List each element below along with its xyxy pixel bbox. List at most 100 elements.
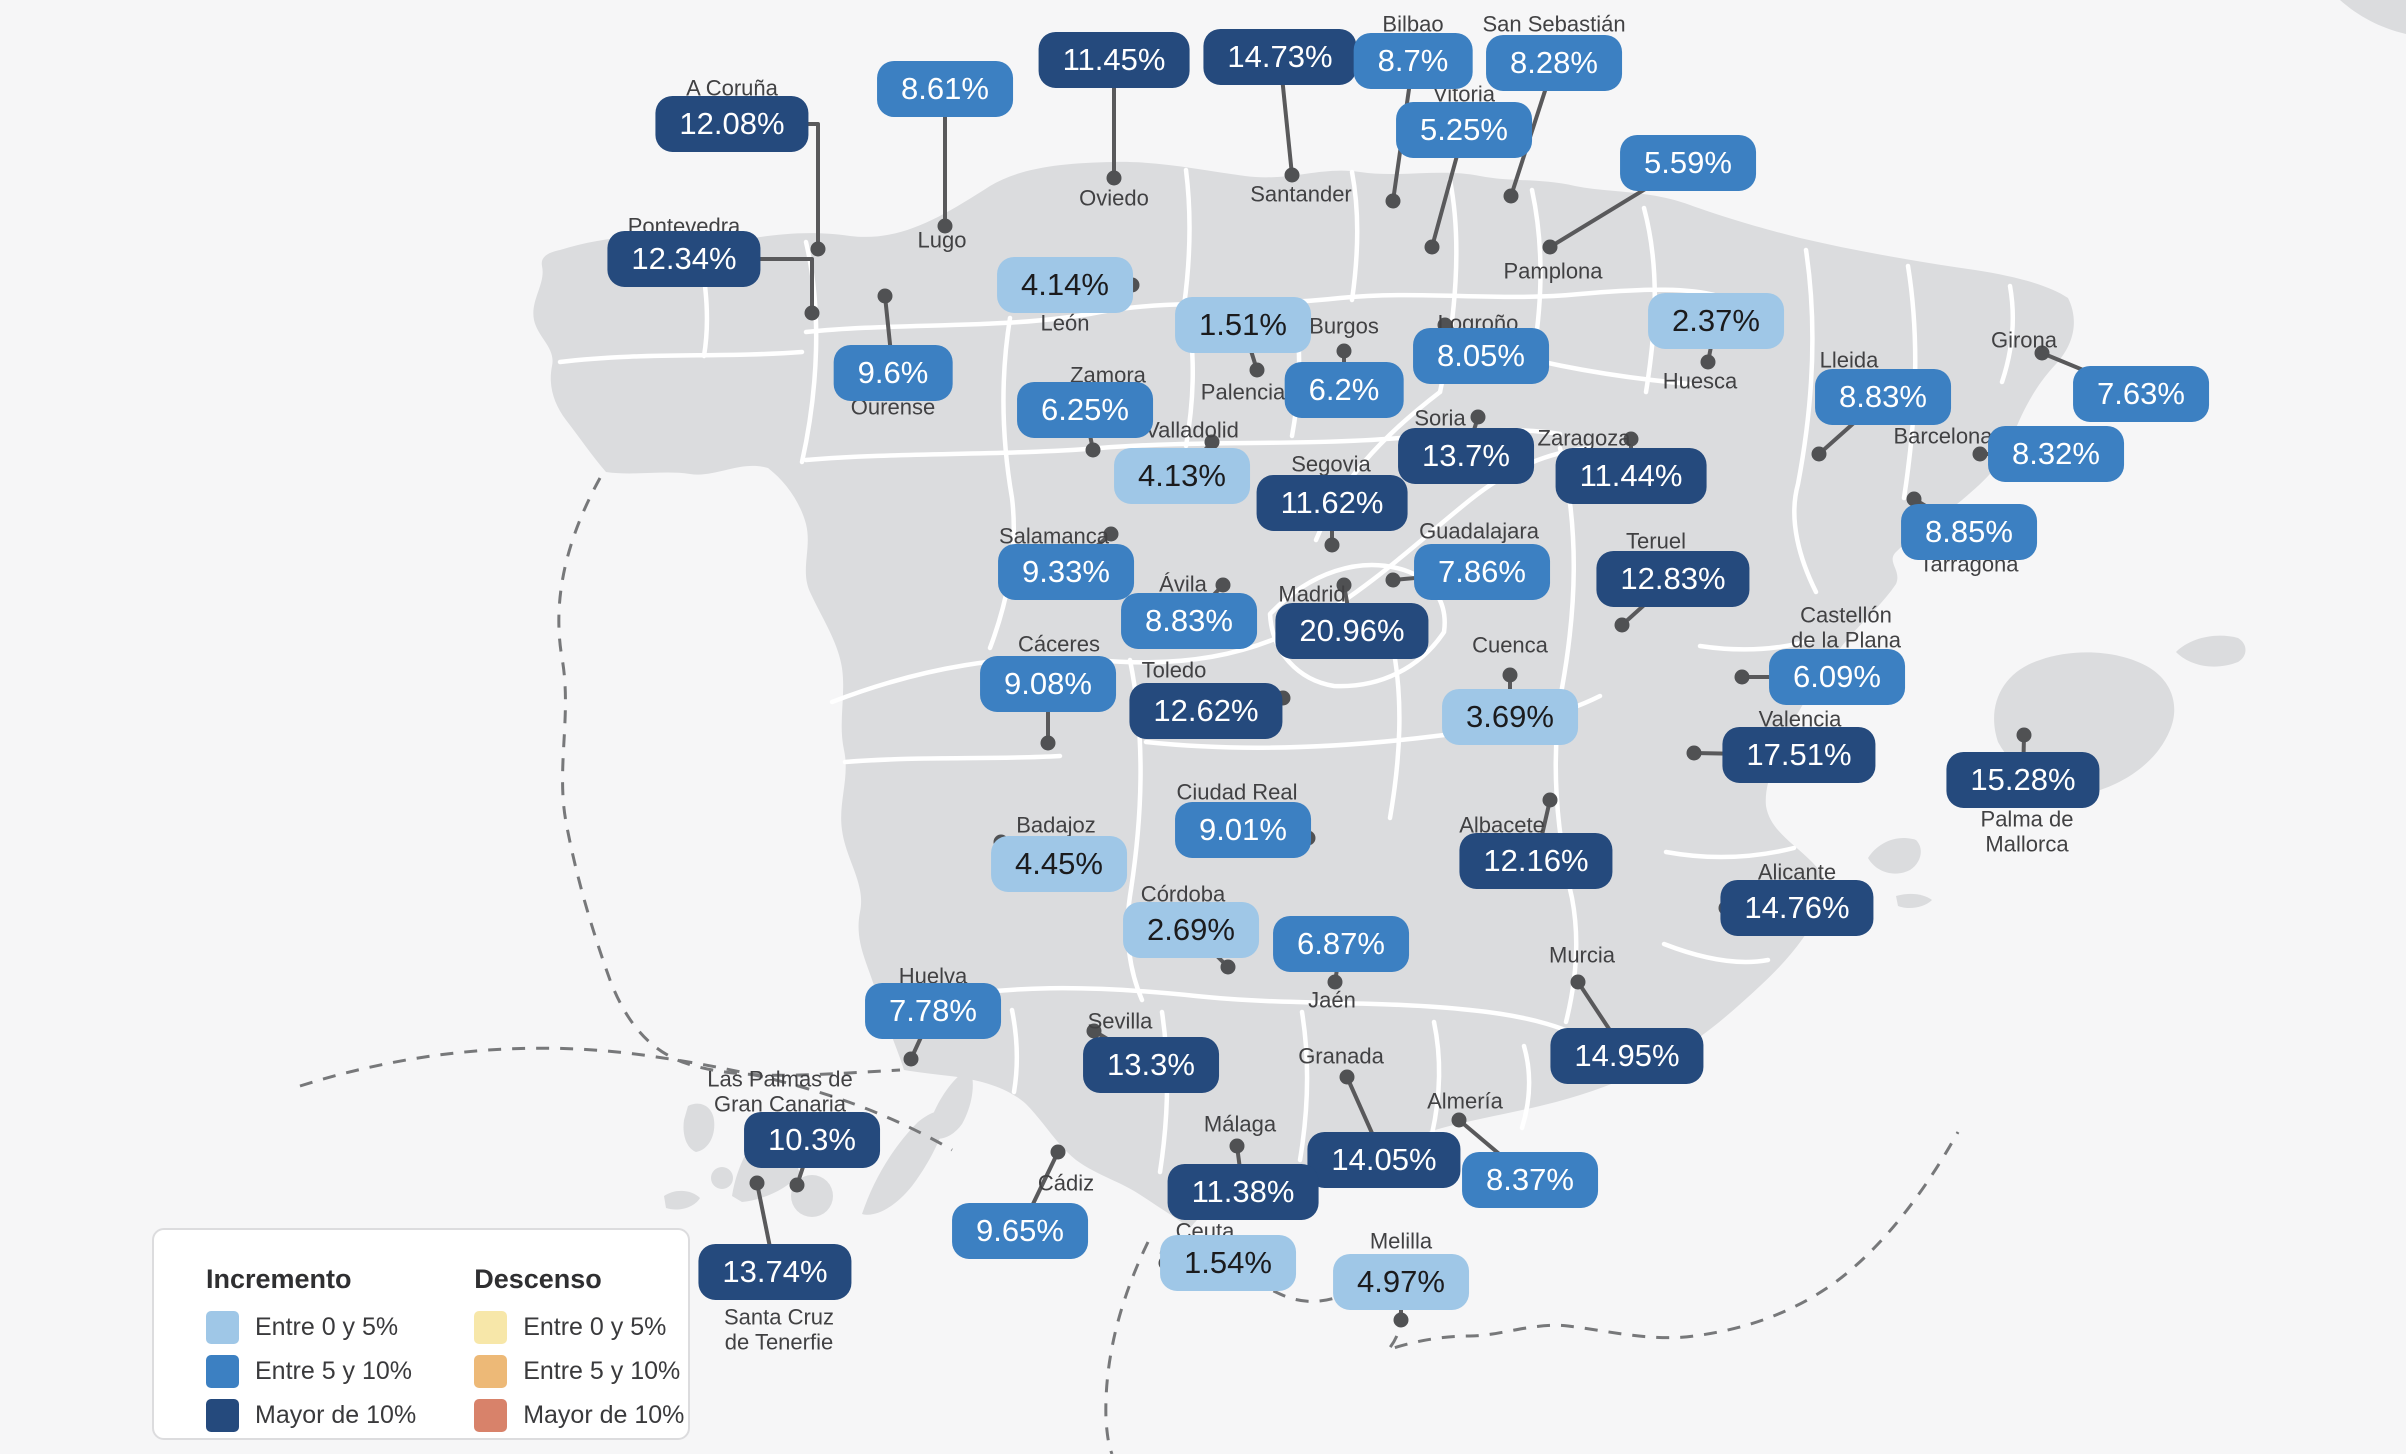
city-label: Almería bbox=[1427, 1088, 1503, 1114]
map-dot bbox=[1284, 167, 1300, 183]
legend-swatch bbox=[206, 1399, 239, 1432]
map-dot bbox=[1811, 446, 1827, 462]
legend-item: Entre 5 y 10% bbox=[206, 1355, 416, 1388]
value-badge: 15.28% bbox=[1946, 751, 2100, 809]
legend-item: Mayor de 10% bbox=[474, 1399, 684, 1432]
map-dot bbox=[937, 218, 953, 234]
city-label: Cádiz bbox=[1037, 1170, 1095, 1196]
map-dot bbox=[1502, 667, 1518, 683]
city-label: Málaga bbox=[1203, 1111, 1277, 1137]
map-dot bbox=[2034, 345, 2050, 361]
map-dot bbox=[1906, 491, 1922, 507]
value-badge: 13.7% bbox=[1398, 427, 1534, 485]
city-label: Guadalajara bbox=[1419, 518, 1539, 544]
map-dot bbox=[1249, 362, 1265, 378]
legend-section-title: Descenso bbox=[474, 1264, 602, 1294]
legend-column: Incremento Entre 0 y 5% Entre 5 y 10% Mayor… bbox=[206, 1264, 416, 1438]
value-badge: 8.83% bbox=[1815, 368, 1951, 426]
value-badge: 11.45% bbox=[1038, 31, 1190, 89]
value-badge: 4.14% bbox=[997, 256, 1133, 314]
value-badge: 17.51% bbox=[1722, 726, 1876, 784]
legend-item: Entre 5 y 10% bbox=[474, 1355, 684, 1388]
value-badge: 6.09% bbox=[1769, 648, 1905, 706]
legend-section-title: Incremento bbox=[206, 1264, 352, 1294]
value-badge: 4.45% bbox=[991, 835, 1127, 893]
map-dot bbox=[1204, 434, 1220, 450]
map-dot bbox=[1086, 1023, 1102, 1039]
map-dot bbox=[1220, 959, 1236, 975]
value-badge: 8.83% bbox=[1121, 592, 1257, 650]
value-badge: 8.05% bbox=[1413, 327, 1549, 385]
value-badge: 4.97% bbox=[1333, 1253, 1469, 1311]
map-dot bbox=[1085, 442, 1101, 458]
map-dot bbox=[1393, 1312, 1409, 1328]
map-dot bbox=[1972, 446, 1988, 462]
map-dot bbox=[1424, 239, 1440, 255]
value-badge: 9.65% bbox=[952, 1202, 1088, 1260]
map-dot bbox=[1339, 1069, 1355, 1085]
city-label: Granada bbox=[1298, 1043, 1384, 1069]
value-badge: 12.34% bbox=[607, 230, 761, 288]
value-badge: 14.73% bbox=[1203, 28, 1357, 86]
value-badge: 1.54% bbox=[1160, 1234, 1296, 1292]
map-dot bbox=[1327, 974, 1343, 990]
city-label: Barcelona bbox=[1893, 423, 1993, 449]
map-dot bbox=[1542, 239, 1558, 255]
legend-item-label: Entre 5 y 10% bbox=[255, 1357, 413, 1385]
city-label: Santa Cruz de Tenerfie bbox=[723, 1304, 835, 1354]
map-dot bbox=[1229, 1138, 1245, 1154]
value-badge: 2.37% bbox=[1648, 292, 1784, 350]
value-badge: 20.96% bbox=[1275, 602, 1429, 660]
value-badge: 7.78% bbox=[865, 982, 1001, 1040]
value-badge: 11.44% bbox=[1555, 447, 1707, 505]
legend-swatch bbox=[474, 1399, 508, 1432]
map-dot bbox=[789, 1177, 805, 1193]
legend-item: Entre 0 y 5% bbox=[474, 1311, 684, 1344]
city-label: Oviedo bbox=[1079, 185, 1149, 211]
value-badge: 8.28% bbox=[1486, 34, 1622, 92]
legend-swatch bbox=[206, 1311, 239, 1344]
city-label: Segovia bbox=[1291, 451, 1371, 477]
map-dot bbox=[1103, 526, 1119, 542]
city-label: Ávila bbox=[1159, 571, 1207, 597]
value-badge: 5.59% bbox=[1620, 134, 1756, 192]
dashed-boundaries bbox=[299, 477, 1960, 1454]
legend-swatch bbox=[474, 1355, 508, 1388]
city-label: Madrid bbox=[1278, 581, 1346, 607]
city-label: Pamplona bbox=[1503, 258, 1603, 284]
map-dot bbox=[1700, 354, 1716, 370]
value-badge: 8.85% bbox=[1901, 503, 2037, 561]
legend-item-label: Mayor de 10% bbox=[255, 1401, 417, 1429]
value-badge: 12.16% bbox=[1459, 832, 1613, 890]
city-label: Castellón de la Plana bbox=[1790, 602, 1902, 652]
map-dot bbox=[1734, 669, 1750, 685]
value-badge: 9.33% bbox=[998, 543, 1134, 601]
value-badge: 11.62% bbox=[1256, 474, 1408, 532]
map-dot bbox=[1570, 974, 1586, 990]
city-label: Valladolid bbox=[1145, 417, 1239, 443]
map-dot bbox=[1050, 1144, 1066, 1160]
map-dot bbox=[810, 241, 826, 257]
value-badge: 12.83% bbox=[1596, 550, 1750, 608]
map-dot bbox=[1614, 617, 1630, 633]
value-badge: 9.01% bbox=[1175, 801, 1311, 859]
city-label: Lleida bbox=[1819, 347, 1879, 373]
city-label: Las Palmas de Gran Canaria bbox=[707, 1066, 853, 1116]
value-badge: 13.74% bbox=[698, 1243, 852, 1301]
map-dot bbox=[1106, 170, 1122, 186]
legend-item-label: Entre 0 y 5% bbox=[255, 1313, 399, 1341]
map-dot bbox=[1040, 735, 1056, 751]
city-label: Santander bbox=[1250, 181, 1352, 207]
city-label: Burgos bbox=[1309, 313, 1379, 339]
value-badge: 7.63% bbox=[2073, 365, 2209, 423]
legend-item-label: Entre 0 y 5% bbox=[523, 1313, 667, 1341]
map-dot bbox=[1503, 188, 1519, 204]
city-label: San Sebastián bbox=[1482, 11, 1626, 37]
legend-swatch bbox=[206, 1355, 239, 1388]
map-dot bbox=[1336, 343, 1352, 359]
city-label: Bilbao bbox=[1382, 11, 1444, 37]
value-badge: 5.25% bbox=[1396, 101, 1532, 159]
map-dot bbox=[1686, 745, 1702, 761]
legend-column: Descenso Entre 0 y 5% Entre 5 y 10% Mayor d… bbox=[474, 1264, 684, 1438]
value-badge: 9.6% bbox=[833, 344, 953, 402]
